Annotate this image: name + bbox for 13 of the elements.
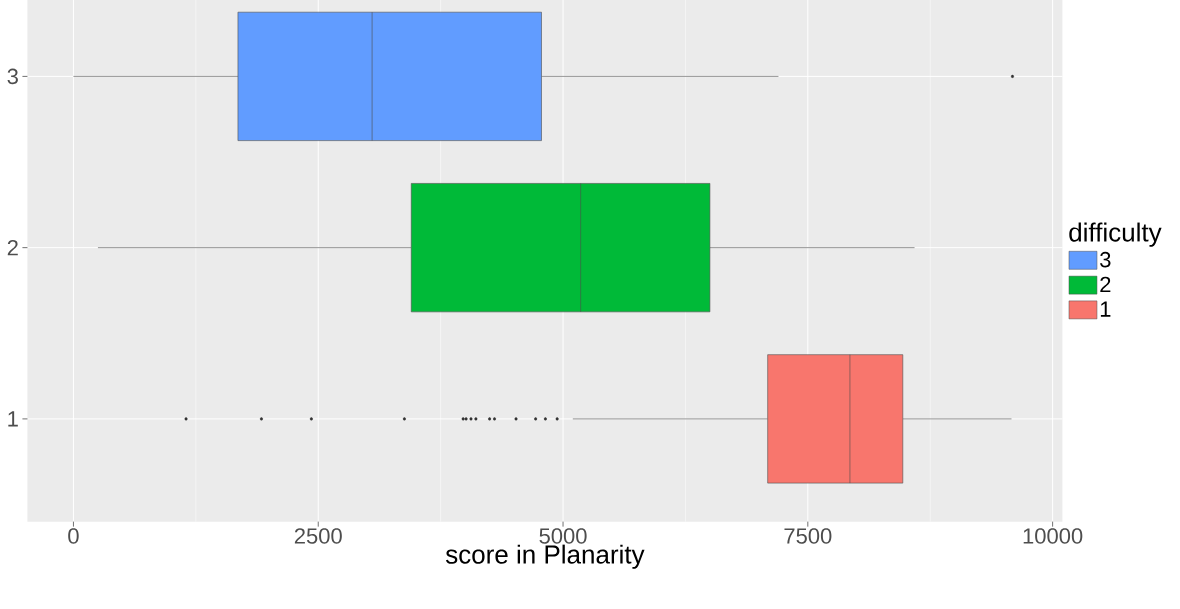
y-tick-label: 1: [8, 411, 18, 427]
x-tick-label: 7500: [784, 528, 832, 544]
y-tick-label: 2: [7, 239, 18, 256]
legend-label: 2: [1100, 276, 1111, 293]
x-tick-label: 10000: [1023, 528, 1083, 544]
legend-title: difficulty: [1069, 222, 1162, 247]
x-tick-label: 0: [68, 528, 79, 544]
legend-label: 3: [1100, 251, 1111, 268]
y-tick-label: 3: [7, 68, 18, 85]
x-tick-label: 2500: [294, 528, 342, 544]
legend-label: 1: [1100, 301, 1111, 317]
x-tick-label: 5000: [539, 528, 587, 544]
x-axis-title: score in Planarity: [445, 544, 645, 569]
